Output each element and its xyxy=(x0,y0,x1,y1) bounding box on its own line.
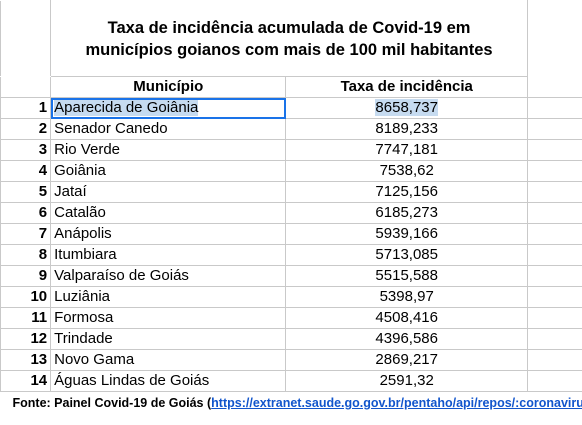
row-number[interactable]: 13 xyxy=(0,349,52,371)
row-number[interactable]: 11 xyxy=(0,307,52,329)
table-row: 4 Goiânia 7538,62 xyxy=(0,160,582,182)
cell-blank[interactable] xyxy=(526,265,582,287)
cell-blank[interactable] xyxy=(526,370,582,392)
row-number[interactable]: 10 xyxy=(0,286,52,308)
table-row: 6 Catalão 6185,273 xyxy=(0,202,582,224)
municipio-cell[interactable]: Formosa xyxy=(50,307,287,329)
table-row: 7 Anápolis 5939,166 xyxy=(0,223,582,245)
title-row: Taxa de incidência acumulada de Covid-19… xyxy=(0,0,582,77)
municipio-cell[interactable]: Novo Gama xyxy=(50,349,287,371)
cell-blank[interactable] xyxy=(526,160,582,182)
table-row: 8 Itumbiara 5713,085 xyxy=(0,244,582,266)
municipio-cell[interactable]: Catalão xyxy=(50,202,287,224)
row-number[interactable]: 1 xyxy=(0,97,52,119)
row-number[interactable]: 6 xyxy=(0,202,52,224)
taxa-cell[interactable]: 6185,273 xyxy=(285,202,528,224)
table-row: 1 Aparecida de Goiânia 8658,737 xyxy=(0,97,582,119)
municipio-cell[interactable]: Goiânia xyxy=(50,160,287,182)
title-line-1: Taxa de incidência acumulada de Covid-19… xyxy=(107,18,471,37)
taxa-cell[interactable]: 5515,588 xyxy=(285,265,528,287)
municipio-cell[interactable]: Itumbiara xyxy=(50,244,287,266)
taxa-cell[interactable]: 5398,97 xyxy=(285,286,528,308)
cell-blank[interactable] xyxy=(0,76,52,98)
selected-text: Aparecida de Goiânia xyxy=(54,99,199,116)
municipio-cell[interactable]: Valparaíso de Goiás xyxy=(50,265,287,287)
table-row: 3 Rio Verde 7747,181 xyxy=(0,139,582,161)
cell-blank[interactable] xyxy=(526,139,582,161)
source-link[interactable]: https://extranet.saude.go.gov.br/pentaho… xyxy=(211,396,582,410)
cell-blank[interactable] xyxy=(526,76,582,98)
row-number[interactable]: 12 xyxy=(0,328,52,350)
taxa-cell[interactable]: 4396,586 xyxy=(285,328,528,350)
row-number[interactable]: 3 xyxy=(0,139,52,161)
table-row: 2 Senador Canedo 8189,233 xyxy=(0,118,582,140)
table-row: 5 Jataí 7125,156 xyxy=(0,181,582,203)
taxa-cell[interactable]: 4508,416 xyxy=(285,307,528,329)
table-row: 9 Valparaíso de Goiás 5515,588 xyxy=(0,265,582,287)
cell-blank[interactable] xyxy=(526,0,582,77)
municipio-cell[interactable]: Senador Canedo xyxy=(50,118,287,140)
row-number[interactable]: 9 xyxy=(0,265,52,287)
spreadsheet-grid: Taxa de incidência acumulada de Covid-19… xyxy=(0,0,582,415)
source-footer: Fonte: Painel Covid-19 de Goiás (https:/… xyxy=(1,392,582,415)
taxa-cell[interactable]: 5713,085 xyxy=(285,244,528,266)
row-number[interactable]: 5 xyxy=(0,181,52,203)
selected-text: 8658,737 xyxy=(375,99,438,116)
cell-blank[interactable] xyxy=(526,202,582,224)
cell-blank[interactable] xyxy=(526,244,582,266)
municipio-cell[interactable]: Anápolis xyxy=(50,223,287,245)
row-number[interactable]: 14 xyxy=(0,370,52,392)
cell-blank[interactable] xyxy=(526,286,582,308)
header-row: Município Taxa de incidência xyxy=(0,76,582,98)
taxa-cell[interactable]: 5939,166 xyxy=(285,223,528,245)
taxa-cell[interactable]: 7125,156 xyxy=(285,181,528,203)
row-number[interactable]: 7 xyxy=(0,223,52,245)
cell-blank[interactable] xyxy=(526,307,582,329)
cell-blank[interactable] xyxy=(526,328,582,350)
row-number[interactable]: 8 xyxy=(0,244,52,266)
municipio-cell[interactable]: Jataí xyxy=(50,181,287,203)
municipio-cell[interactable]: Trindade xyxy=(50,328,287,350)
municipio-cell[interactable]: Águas Lindas de Goiás xyxy=(50,370,287,392)
cell-blank[interactable] xyxy=(0,0,52,77)
table-row: 11 Formosa 4508,416 xyxy=(0,307,582,329)
municipio-cell[interactable]: Rio Verde xyxy=(50,139,287,161)
municipio-cell[interactable]: Luziânia xyxy=(50,286,287,308)
cell-blank[interactable] xyxy=(526,349,582,371)
cell-blank[interactable] xyxy=(526,97,582,119)
title-line-2: municípios goianos com mais de 100 mil h… xyxy=(85,40,493,59)
taxa-cell[interactable]: 8658,737 xyxy=(285,97,528,119)
table-row: 12 Trindade 4396,586 xyxy=(0,328,582,350)
municipio-cell[interactable]: Aparecida de Goiânia xyxy=(50,97,287,119)
row-number[interactable]: 2 xyxy=(0,118,52,140)
header-municipio[interactable]: Município xyxy=(50,76,287,98)
table-row: 14 Águas Lindas de Goiás 2591,32 xyxy=(0,370,582,392)
footer-row: Fonte: Painel Covid-19 de Goiás (https:/… xyxy=(1,392,582,415)
cell-blank[interactable] xyxy=(526,223,582,245)
cell-blank[interactable] xyxy=(526,118,582,140)
taxa-cell[interactable]: 2591,32 xyxy=(285,370,528,392)
table-title[interactable]: Taxa de incidência acumulada de Covid-19… xyxy=(50,0,528,77)
taxa-cell[interactable]: 7747,181 xyxy=(285,139,528,161)
cell-blank[interactable] xyxy=(526,181,582,203)
table-row: 10 Luziânia 5398,97 xyxy=(0,286,582,308)
header-taxa[interactable]: Taxa de incidência xyxy=(285,76,528,98)
taxa-cell[interactable]: 8189,233 xyxy=(285,118,528,140)
source-label: Fonte: Painel Covid-19 de Goiás ( xyxy=(12,396,212,410)
row-number[interactable]: 4 xyxy=(0,160,52,182)
taxa-cell[interactable]: 2869,217 xyxy=(285,349,528,371)
taxa-cell[interactable]: 7538,62 xyxy=(285,160,528,182)
table-row: 13 Novo Gama 2869,217 xyxy=(0,349,582,371)
